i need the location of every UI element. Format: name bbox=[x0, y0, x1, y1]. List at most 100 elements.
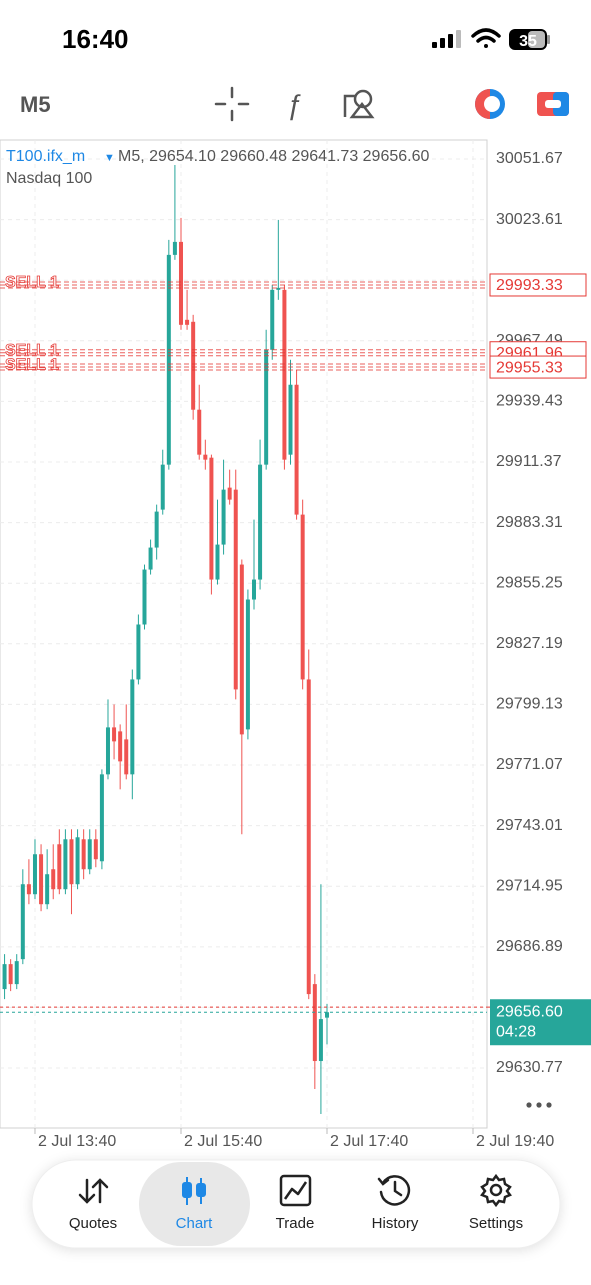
candle-body bbox=[45, 874, 50, 905]
bid-price-box bbox=[490, 999, 591, 1046]
nav-settings[interactable]: Settings bbox=[469, 1215, 523, 1232]
candle-body bbox=[69, 839, 74, 885]
candle-body bbox=[160, 464, 165, 510]
candle-body bbox=[264, 349, 269, 465]
y-tick-label: 30051.67 bbox=[496, 150, 563, 167]
y-tick-label: 29630.77 bbox=[496, 1059, 563, 1076]
bid-price-label: 29656.60 bbox=[496, 1003, 563, 1020]
battery-level: 35 bbox=[519, 33, 537, 50]
chart-description: Nasdaq 100 bbox=[6, 170, 92, 187]
history-icon bbox=[377, 1175, 411, 1206]
y-tick-label: 29855.25 bbox=[496, 574, 563, 591]
symbol-dropdown-arrow[interactable]: ▼ bbox=[104, 152, 115, 164]
candle-body bbox=[142, 569, 147, 625]
candle-body bbox=[239, 564, 244, 735]
candle-body bbox=[197, 409, 202, 455]
candle-body bbox=[227, 487, 232, 500]
candle-body bbox=[191, 321, 196, 410]
y-tick-label: 29799.13 bbox=[496, 696, 563, 713]
candle-body bbox=[215, 544, 220, 580]
candle-body bbox=[26, 884, 31, 895]
trade-signals-button[interactable] bbox=[475, 89, 505, 119]
order-label: SELL 1 bbox=[5, 342, 59, 359]
nav-chart[interactable]: Chart bbox=[176, 1215, 214, 1232]
candle-body bbox=[136, 624, 141, 680]
candle-body bbox=[57, 844, 62, 890]
candle-body bbox=[8, 964, 13, 985]
y-tick-label: 29883.31 bbox=[496, 514, 563, 531]
objects-button[interactable] bbox=[343, 89, 375, 119]
chart-ohlc: M5, 29654.10 29660.48 29641.73 29656.60 bbox=[118, 148, 429, 165]
battery-icon: 35 bbox=[509, 29, 550, 50]
candle-body bbox=[124, 739, 129, 775]
order-price-box bbox=[489, 273, 587, 297]
candle-body bbox=[148, 547, 153, 570]
candle-body bbox=[105, 727, 110, 775]
candle-body bbox=[221, 489, 226, 545]
chart-symbol[interactable]: T100.ifx_m bbox=[6, 148, 85, 165]
candle-body bbox=[294, 384, 299, 515]
candle-body bbox=[251, 579, 256, 600]
wifi-icon bbox=[471, 28, 501, 48]
candle-body bbox=[288, 384, 293, 455]
chart[interactable]: 2 Jul 13:40 2 Jul 15:40 2 Jul 17:40 2 Jul 1… bbox=[0, 139, 591, 1150]
candle-body bbox=[75, 837, 80, 885]
chart-icon bbox=[182, 1177, 206, 1205]
crosshair-button[interactable] bbox=[214, 86, 250, 122]
candle-body bbox=[20, 884, 25, 960]
candle-body bbox=[39, 854, 44, 905]
candle-body bbox=[14, 961, 19, 985]
y-tick-label: 29714.95 bbox=[496, 877, 563, 894]
nav-active-highlight bbox=[139, 1162, 250, 1246]
y-tick-label: 29686.89 bbox=[496, 938, 563, 955]
candle-body bbox=[178, 241, 183, 325]
candle-body bbox=[270, 289, 275, 350]
indicators-button[interactable]: ƒ bbox=[286, 89, 302, 120]
candle-body bbox=[203, 454, 208, 460]
candle-body bbox=[99, 774, 104, 862]
bar-countdown: 04:28 bbox=[496, 1023, 536, 1040]
x-tick-label: 2 Jul 13:40 bbox=[38, 1133, 116, 1150]
nav-quotes[interactable]: Quotes bbox=[69, 1215, 117, 1232]
candle-body bbox=[300, 514, 305, 680]
candle-body bbox=[172, 241, 177, 255]
quotes-icon bbox=[78, 1178, 109, 1204]
candle-body bbox=[209, 457, 214, 580]
candle-body bbox=[130, 679, 135, 775]
candle-body bbox=[312, 984, 317, 1062]
candle-body bbox=[63, 839, 68, 890]
nav-history[interactable]: History bbox=[372, 1215, 419, 1232]
y-tick-label: 29911.37 bbox=[496, 453, 562, 470]
x-tick-label: 2 Jul 17:40 bbox=[330, 1133, 408, 1150]
candle-body bbox=[154, 511, 159, 548]
candle-body bbox=[258, 464, 263, 580]
y-tick-label: 29771.07 bbox=[496, 756, 563, 773]
candle-body bbox=[233, 489, 238, 690]
toolbar-timeframe[interactable]: M5 bbox=[20, 92, 51, 117]
order-label: SELL 1 bbox=[5, 274, 59, 291]
candle-body bbox=[318, 1019, 323, 1062]
trade-icon bbox=[279, 1174, 312, 1207]
candle-body bbox=[118, 731, 123, 762]
candle-body bbox=[51, 869, 56, 890]
candle-body bbox=[2, 964, 7, 990]
y-tick-label: 29743.01 bbox=[496, 817, 563, 834]
y-tick-label: 29827.19 bbox=[496, 635, 563, 652]
y-tick-label: 30023.61 bbox=[496, 211, 563, 228]
candle-body bbox=[112, 727, 117, 742]
candle-body bbox=[81, 839, 86, 870]
order-price-box bbox=[489, 355, 587, 379]
candle-body bbox=[306, 679, 311, 995]
more-button[interactable] bbox=[526, 1102, 552, 1108]
one-click-button[interactable] bbox=[537, 92, 569, 116]
order-price-label: 29955.33 bbox=[496, 359, 563, 376]
candle-body bbox=[32, 854, 37, 895]
candle-body bbox=[324, 1012, 329, 1018]
nav-trade[interactable]: Trade bbox=[276, 1215, 315, 1232]
x-tick-label: 2 Jul 19:40 bbox=[476, 1133, 554, 1150]
candle-body bbox=[245, 599, 250, 730]
candle-body bbox=[166, 254, 171, 465]
order-price-label: 29993.33 bbox=[496, 277, 563, 294]
